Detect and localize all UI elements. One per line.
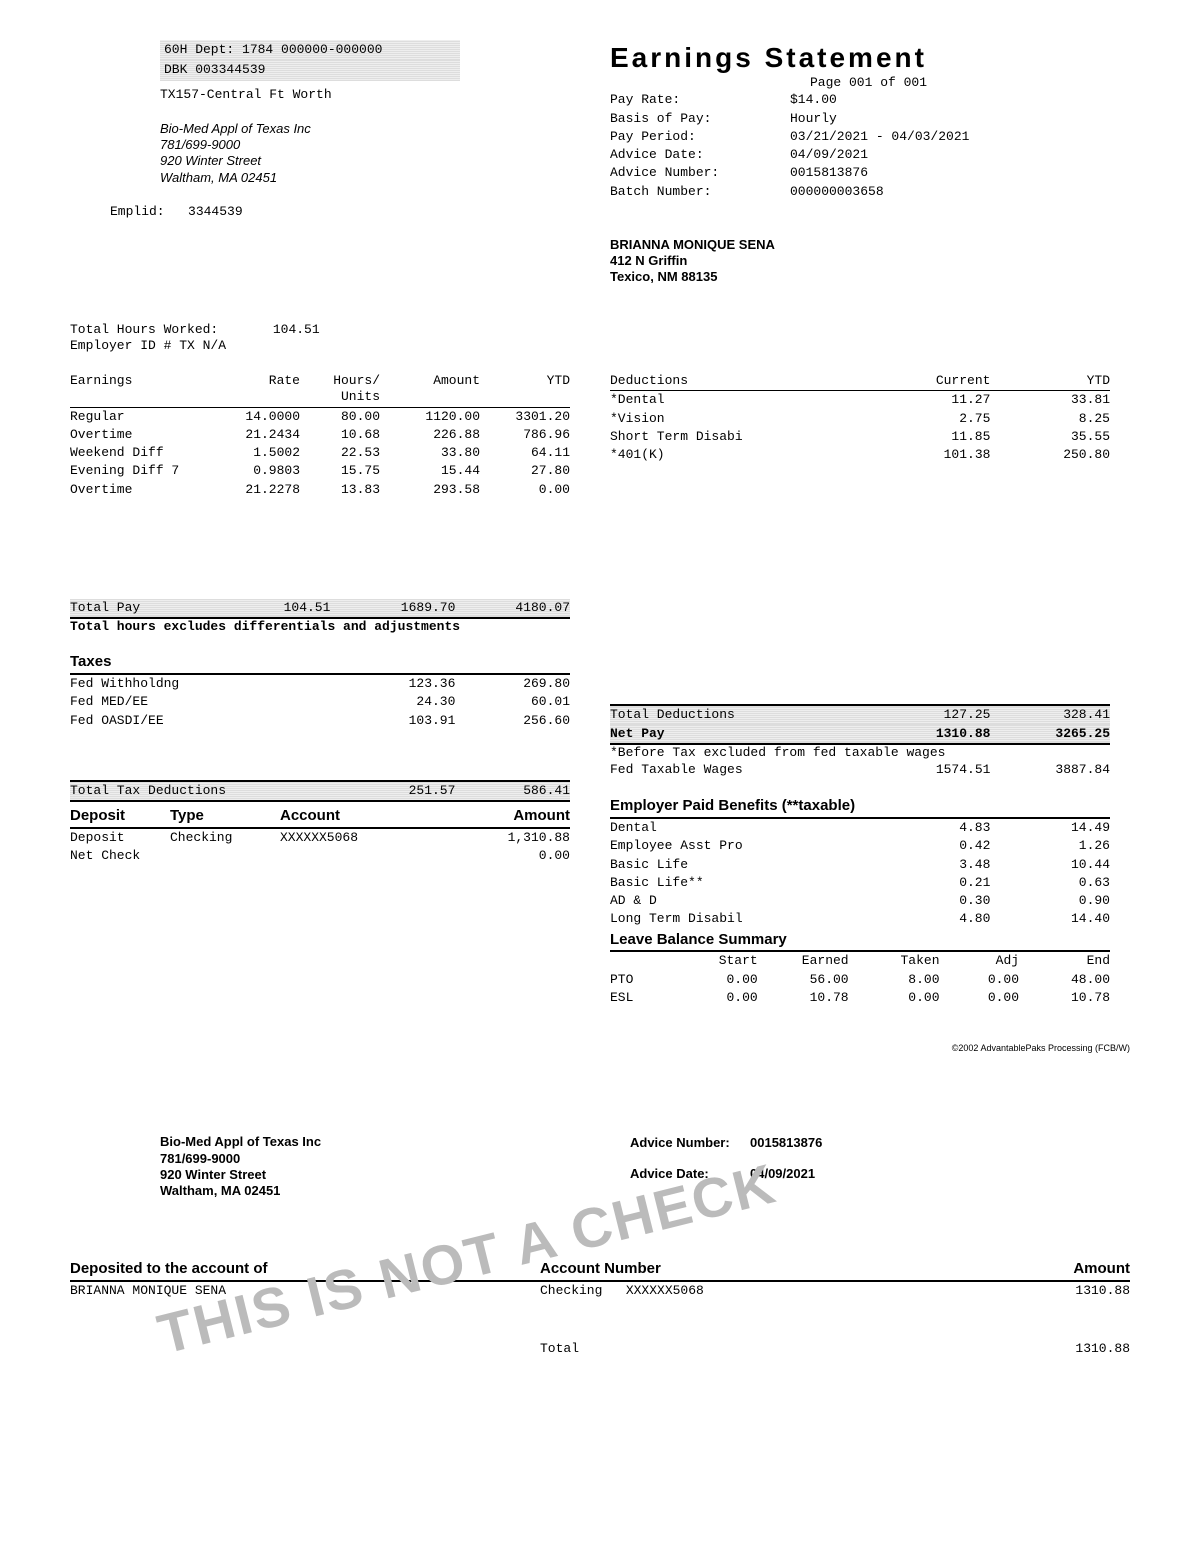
- taxes-total: Total Tax Deductions 251.57 586.41: [70, 780, 570, 802]
- company-phone: 781/699-9000: [160, 137, 570, 153]
- total-hours: 104.51: [273, 322, 320, 337]
- stub-addr1: 920 Winter Street: [160, 1167, 550, 1183]
- emplid-label: Emplid:: [110, 204, 165, 219]
- deductions-note: *Before Tax excluded from fed taxable wa…: [610, 745, 1110, 761]
- stub-phone: 781/699-9000: [160, 1151, 550, 1167]
- page-num: Page 001 of 001: [610, 75, 1110, 91]
- page-title: Earnings Statement: [610, 40, 1110, 75]
- employee-addr1: 412 N Griffin: [610, 253, 1110, 269]
- leave-table: StartEarnedTakenAdjEndPTO0.0056.008.000.…: [610, 952, 1110, 1007]
- leave-head: Leave Balance Summary: [610, 931, 1110, 953]
- fed-taxable: Fed Taxable Wages 1574.51 3887.84: [610, 761, 1110, 779]
- stub-company: Bio-Med Appl of Texas Inc: [160, 1134, 550, 1150]
- deductions-table: Deductions Current YTD*Dental11.2733.81*…: [610, 372, 1110, 464]
- earnings-note: Total hours excludes differentials and a…: [70, 619, 570, 635]
- deposit-stub: THIS IS NOT A CHECK Bio-Med Appl of Texa…: [70, 1134, 1130, 1358]
- dept-line-2: DBK 003344539: [160, 60, 460, 80]
- benefits-head: Employer Paid Benefits (**taxable): [610, 797, 1110, 819]
- statement-fields: Pay Rate:$14.00Basis of Pay:HourlyPay Pe…: [610, 91, 1110, 201]
- taxes-head: Taxes: [70, 653, 570, 675]
- location: TX157-Central Ft Worth: [160, 87, 570, 103]
- employee-name: BRIANNA MONIQUE SENA: [610, 237, 1110, 253]
- deposit-table: Deposit Type Account Amount DepositCheck…: [70, 806, 570, 865]
- stub-table: Deposited to the account of Account Numb…: [70, 1259, 1130, 1358]
- deductions-totals: Total Deductions 127.25 328.41 Net Pay 1…: [610, 704, 1110, 745]
- emplid: 3344539: [188, 204, 243, 219]
- employer-id: Employer ID # TX N/A: [70, 338, 226, 353]
- dept-line-1: 60H Dept: 1784 000000-000000: [160, 40, 460, 60]
- footer-small: ©2002 AdvantablePaks Processing (FCB/W): [70, 1043, 1130, 1054]
- employee-addr2: Texico, NM 88135: [610, 269, 1110, 285]
- company-addr1: 920 Winter Street: [160, 153, 570, 169]
- earnings-total: Total Pay 104.51 1689.70 4180.07: [70, 599, 570, 619]
- earnings-table: Earnings Rate Hours/ Units Amount YTDReg…: [70, 372, 570, 499]
- company-addr2: Waltham, MA 02451: [160, 170, 570, 186]
- taxes-table: Fed Withholdng123.36269.80Fed MED/EE24.3…: [70, 675, 570, 730]
- total-hours-label: Total Hours Worked:: [70, 322, 218, 337]
- benefits-table: Dental4.8314.49Employee Asst Pro0.421.26…: [610, 819, 1110, 929]
- company-name: Bio-Med Appl of Texas Inc: [160, 121, 570, 137]
- stub-addr2: Waltham, MA 02451: [160, 1183, 550, 1199]
